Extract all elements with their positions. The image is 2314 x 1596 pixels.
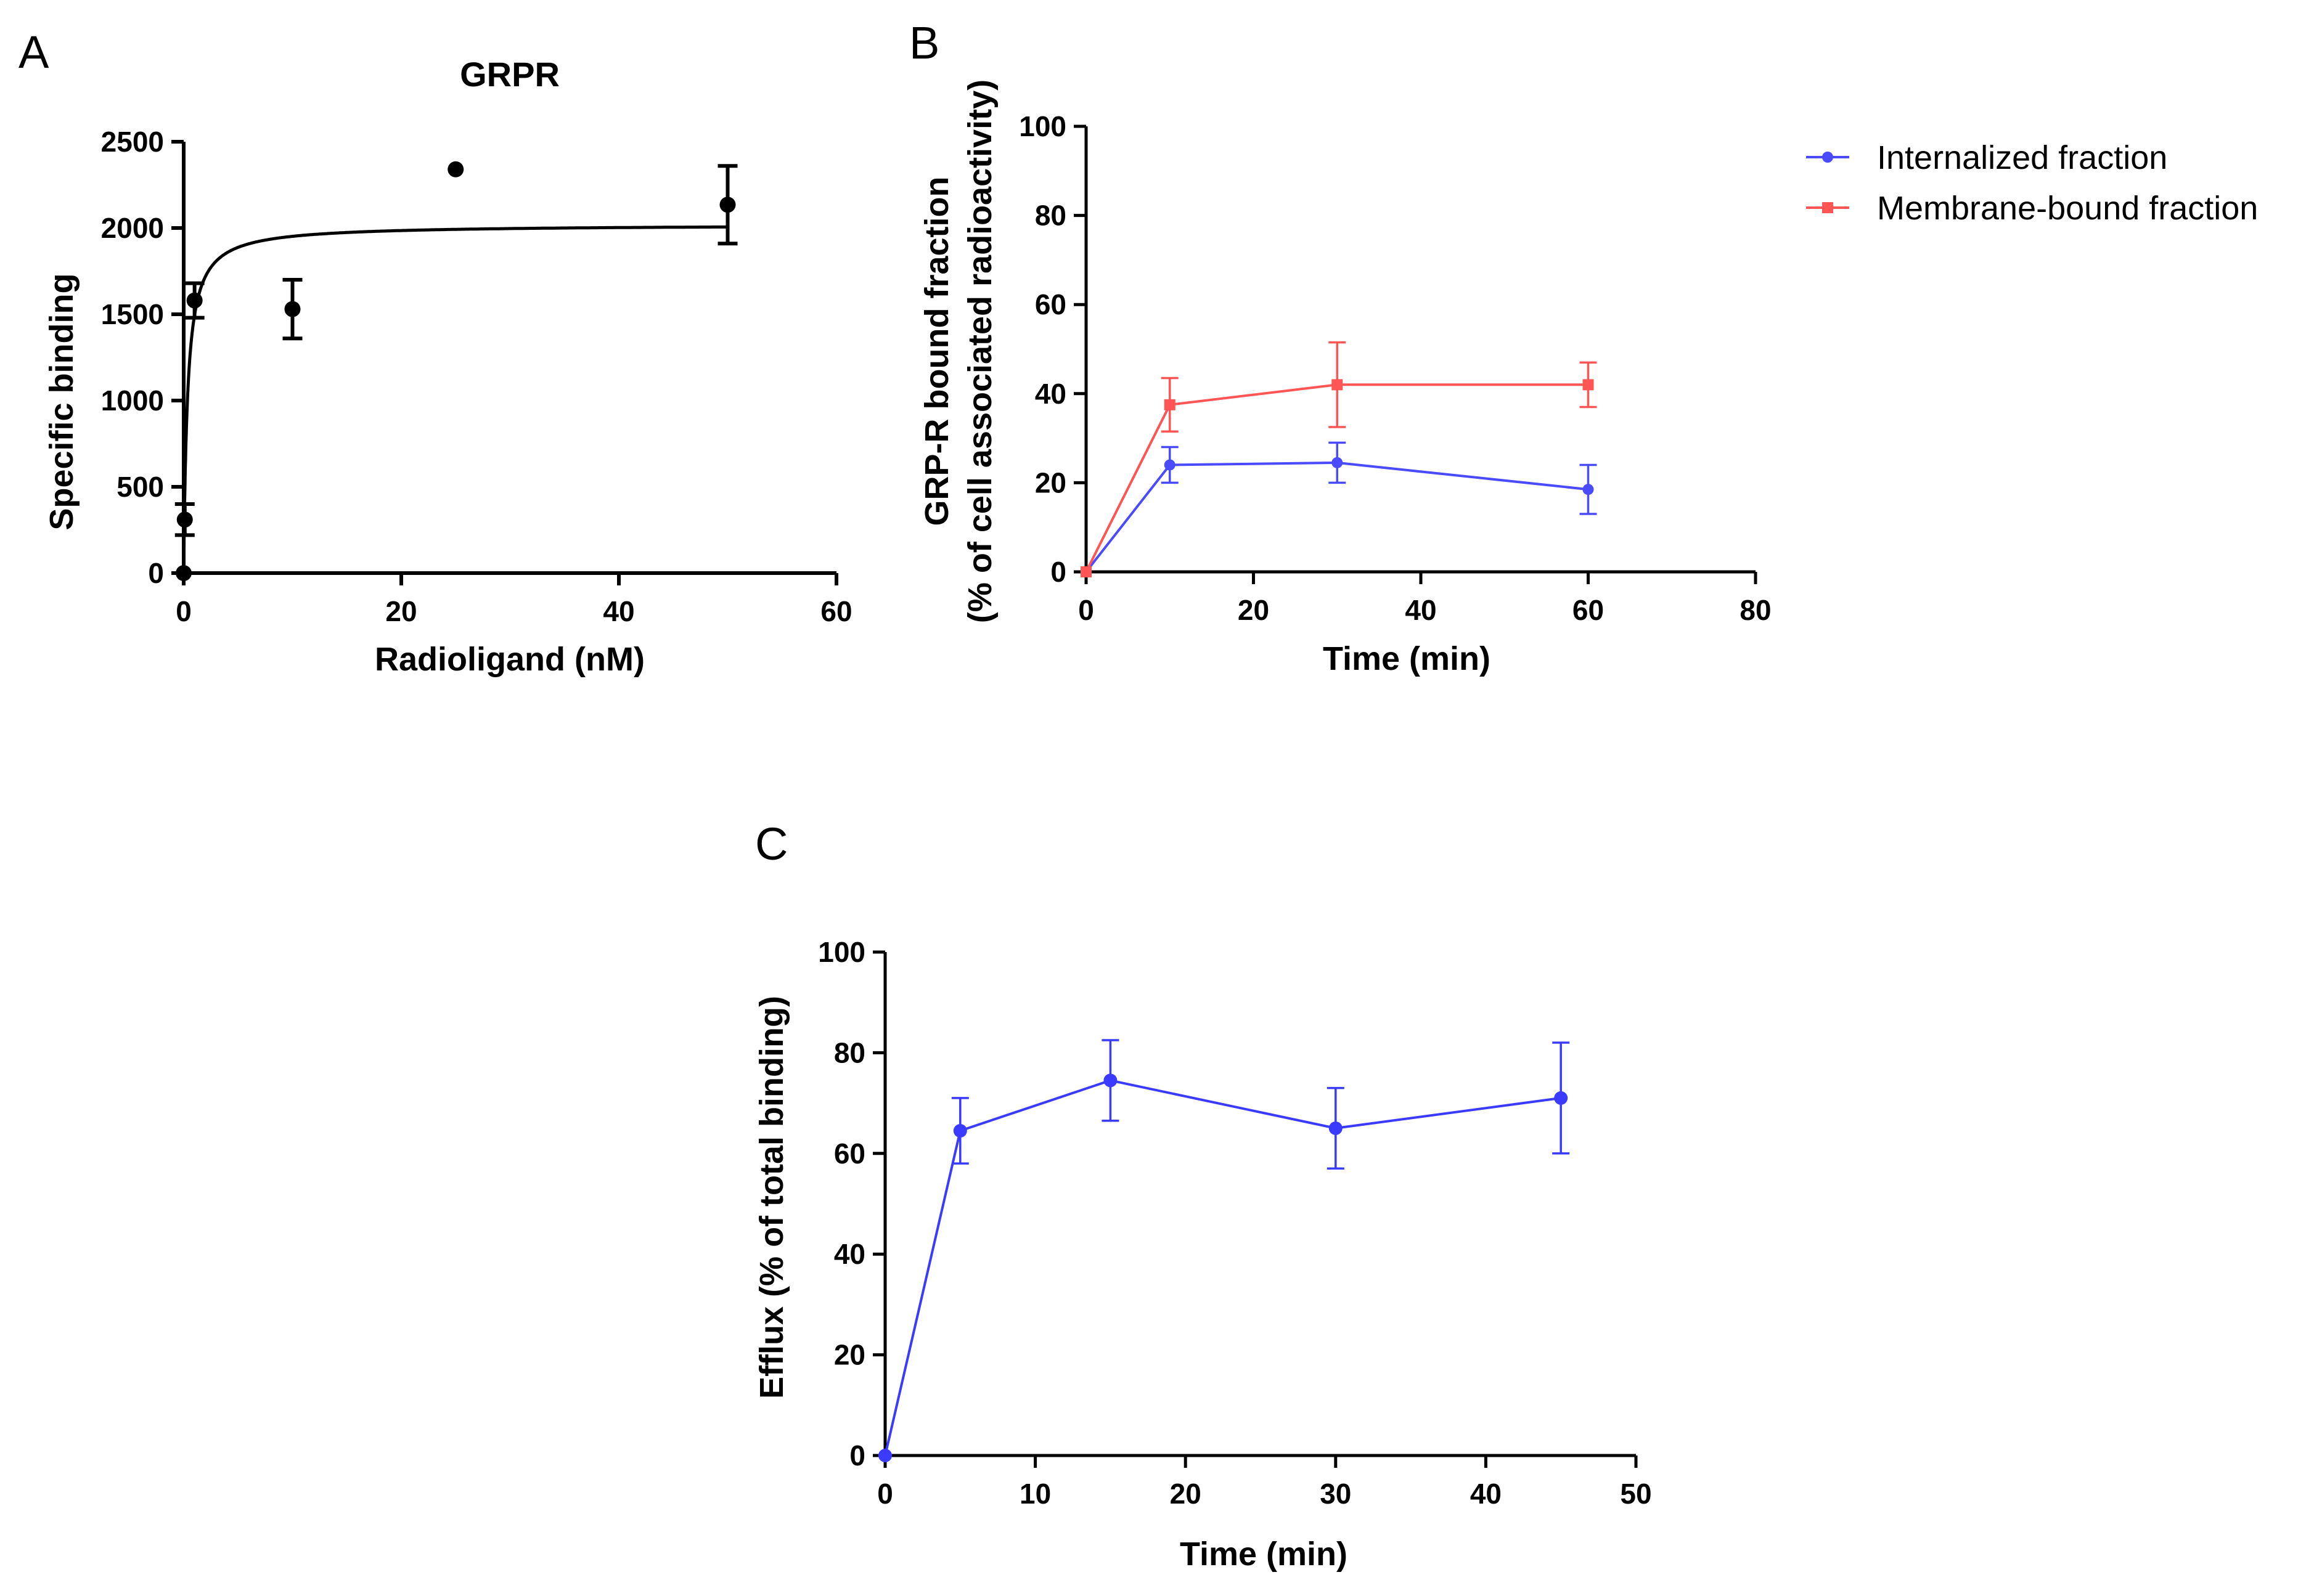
chart-b-series-1-point xyxy=(1081,566,1092,577)
chart-a-series-0-point xyxy=(719,197,736,213)
chart-a-xlabel: Radioligand (nM) xyxy=(375,641,645,678)
chart-c-x-tick-label: 20 xyxy=(1170,1478,1201,1510)
chart-b-series-1-point xyxy=(1331,379,1343,391)
chart-a: GRPR 0 500 1000 1500 2000 2500 0 20 40 60 Radioli… xyxy=(43,55,852,678)
chart-c-x-tick-label: 0 xyxy=(877,1478,893,1510)
chart-b-legend: Internalized fraction Membrane-bound frac… xyxy=(1806,139,2258,227)
chart-a-y-tick-label: 0 xyxy=(148,557,164,589)
chart-b-y-tick-label: 40 xyxy=(1035,378,1066,410)
chart-b-series-1-point xyxy=(1582,379,1594,391)
chart-c-y-tick-label: 0 xyxy=(849,1439,865,1472)
chart-c-x-tick-label: 40 xyxy=(1470,1478,1502,1510)
chart-c-y-tick-label: 100 xyxy=(818,936,865,968)
chart-b-legend-marker-1 xyxy=(1822,202,1833,213)
chart-a-x-tick-label: 0 xyxy=(176,595,192,627)
chart-b-x-tick-label: 80 xyxy=(1740,594,1771,626)
chart-a-ylabel: Specific binding xyxy=(43,273,80,530)
chart-a-y-tick-label: 2000 xyxy=(101,212,164,244)
chart-a-x-tick-label: 60 xyxy=(820,595,852,627)
chart-b-y-tick-label: 20 xyxy=(1035,466,1066,499)
chart-b-xlabel: Time (min) xyxy=(1323,640,1490,677)
chart-a-y-tick-label: 1000 xyxy=(101,385,164,417)
chart-c-series-0-point xyxy=(878,1449,892,1462)
chart-a-y-tick-label: 500 xyxy=(117,471,164,503)
chart-a-marks: 0 500 1000 1500 2000 2500 0 20 40 60 xyxy=(101,126,852,627)
chart-a-series-0-point xyxy=(186,292,203,309)
chart-b-series-0-line xyxy=(1085,461,1588,573)
chart-a-y-tick-label: 2500 xyxy=(101,126,164,158)
chart-b-ylabel-line2: (% of cell associated radioactivity) xyxy=(962,79,999,623)
chart-c-series-0-point xyxy=(1328,1121,1343,1135)
chart-c-y-tick-label: 40 xyxy=(834,1238,865,1270)
chart-c-x-tick-label: 10 xyxy=(1020,1478,1051,1510)
chart-b-x-tick-label: 20 xyxy=(1238,594,1269,626)
chart-a-series-0-point xyxy=(448,161,464,177)
chart-a-title: GRPR xyxy=(460,55,560,94)
chart-c-y-tick-label: 80 xyxy=(834,1036,865,1069)
chart-c-ylabel: Efflux (% of total binding) xyxy=(753,996,790,1399)
chart-b-series-0-point xyxy=(1164,459,1175,471)
chart-a-y-tick-label: 1500 xyxy=(101,298,164,330)
chart-a-series-0-point xyxy=(176,565,192,581)
chart-b-ylabel-line1: GRP-R bound fraction xyxy=(918,177,955,526)
chart-b-x-tick-label: 0 xyxy=(1078,594,1094,626)
chart-b-legend-marker-0 xyxy=(1822,152,1833,163)
panel-label-b: B xyxy=(909,17,939,68)
chart-b-legend-label-1: Membrane-bound fraction xyxy=(1877,190,2258,227)
chart-c-y-tick-label: 60 xyxy=(834,1138,865,1170)
chart-b-x-tick-label: 40 xyxy=(1405,594,1436,626)
chart-b-y-tick-label: 0 xyxy=(1050,556,1066,588)
chart-b: 0 20 40 60 80 100 0 20 40 60 80 Internalized fract… xyxy=(918,79,2258,677)
chart-b-series-0-point xyxy=(1582,484,1594,495)
chart-c-series-0-line xyxy=(884,1079,1561,1456)
chart-b-y-tick-label: 100 xyxy=(1019,110,1066,142)
chart-b-x-tick-label: 60 xyxy=(1572,594,1604,626)
panel-label-a: A xyxy=(18,26,49,78)
chart-a-series-0-point xyxy=(176,511,193,528)
chart-b-y-tick-label: 60 xyxy=(1035,288,1066,320)
chart-c-x-tick-label: 50 xyxy=(1620,1478,1651,1510)
chart-b-series-1-line xyxy=(1085,383,1588,572)
chart-c: 0 20 40 60 80 100 0 10 20 30 40 50 Time (min) Efflu… xyxy=(753,936,1652,1573)
chart-c-series-0-point xyxy=(1554,1091,1568,1105)
panel-label-c: C xyxy=(755,818,788,869)
chart-c-xlabel: Time (min) xyxy=(1180,1536,1347,1573)
chart-c-series-0-point xyxy=(1103,1073,1118,1088)
chart-c-marks: 0 20 40 60 80 100 0 10 20 30 40 50 xyxy=(818,936,1651,1510)
chart-a-x-tick-label: 20 xyxy=(385,595,417,627)
chart-a-fit-curve xyxy=(182,225,728,573)
chart-b-legend-label-0: Internalized fraction xyxy=(1877,139,2167,176)
chart-b-marks: 0 20 40 60 80 100 0 20 40 60 80 xyxy=(1019,110,1771,626)
chart-c-series-0-point xyxy=(953,1124,967,1138)
chart-b-y-tick-label: 80 xyxy=(1035,200,1066,232)
chart-c-x-tick-label: 30 xyxy=(1320,1478,1351,1510)
chart-b-series-1-point xyxy=(1164,399,1175,410)
chart-a-x-tick-label: 40 xyxy=(603,595,634,627)
chart-b-series-0-point xyxy=(1331,457,1343,468)
chart-c-y-tick-label: 20 xyxy=(834,1339,865,1371)
chart-a-series-0-point xyxy=(284,301,301,317)
